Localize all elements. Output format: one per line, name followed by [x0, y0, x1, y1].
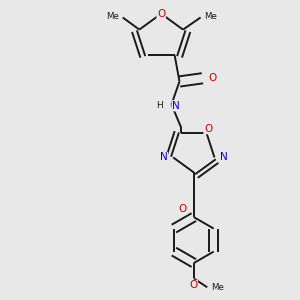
Text: O: O — [208, 73, 216, 83]
Text: Me: Me — [106, 12, 119, 21]
Text: O: O — [204, 124, 212, 134]
Text: N: N — [160, 152, 167, 162]
Text: O: O — [178, 204, 187, 214]
Text: N: N — [172, 101, 180, 111]
Text: O: O — [189, 280, 197, 290]
Text: Me: Me — [204, 12, 217, 21]
Text: H: H — [156, 101, 163, 110]
Text: O: O — [157, 9, 165, 19]
Text: Me: Me — [211, 284, 224, 292]
Text: N: N — [220, 152, 228, 162]
